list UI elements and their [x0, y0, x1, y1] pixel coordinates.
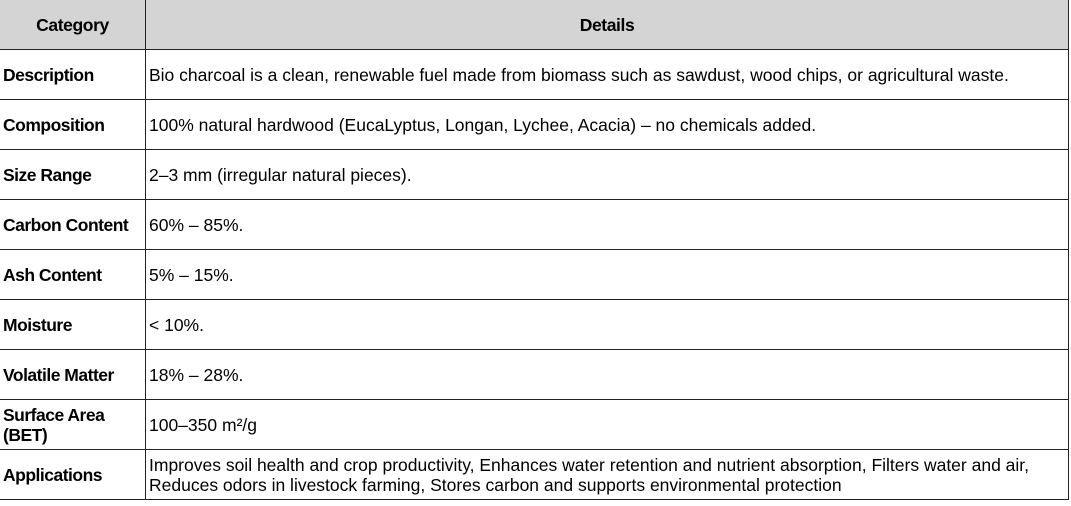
table-row: Ash Content 5% – 15%. — [0, 249, 1069, 300]
table-row: Surface Area (BET) 100–350 m²/g — [0, 399, 1069, 450]
header-row: Category Details — [0, 0, 1069, 50]
row-details: 2–3 mm (irregular natural pieces). — [145, 149, 1069, 200]
row-details: Improves soil health and crop productivi… — [145, 449, 1069, 500]
row-details: 100–350 m²/g — [145, 399, 1069, 450]
table-row: Composition 100% natural hardwood (EucaLy… — [0, 99, 1069, 150]
row-details: 5% – 15%. — [145, 249, 1069, 300]
row-category: Size Range — [0, 149, 146, 200]
row-details: 60% – 85%. — [145, 199, 1069, 250]
row-category: Applications — [0, 449, 146, 500]
row-details: 18% – 28%. — [145, 349, 1069, 400]
table-row: Applications Improves soil health and cro… — [0, 449, 1069, 500]
row-category: Ash Content — [0, 249, 146, 300]
header-category: Category — [0, 0, 146, 50]
table-row: Description Bio charcoal is a clean, rene… — [0, 49, 1069, 100]
row-category: Carbon Content — [0, 199, 146, 250]
table-row: Volatile Matter 18% – 28%. — [0, 349, 1069, 400]
row-category: Moisture — [0, 299, 146, 350]
table-row: Moisture < 10%. — [0, 299, 1069, 350]
header-details: Details — [145, 0, 1069, 50]
row-category: Description — [0, 49, 146, 100]
row-category: Composition — [0, 99, 146, 150]
row-details: < 10%. — [145, 299, 1069, 350]
row-category: Volatile Matter — [0, 349, 146, 400]
table-row: Size Range 2–3 mm (irregular natural piec… — [0, 149, 1069, 200]
row-details: Bio charcoal is a clean, renewable fuel … — [145, 49, 1069, 100]
row-category: Surface Area (BET) — [0, 399, 146, 450]
table-row: Carbon Content 60% – 85%. — [0, 199, 1069, 250]
row-details: 100% natural hardwood (EucaLyptus, Longa… — [145, 99, 1069, 150]
